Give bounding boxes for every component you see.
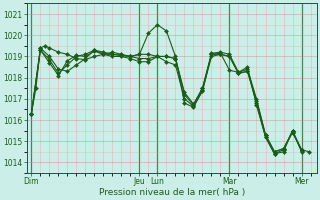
X-axis label: Pression niveau de la mer( hPa ): Pression niveau de la mer( hPa ) — [99, 188, 245, 197]
